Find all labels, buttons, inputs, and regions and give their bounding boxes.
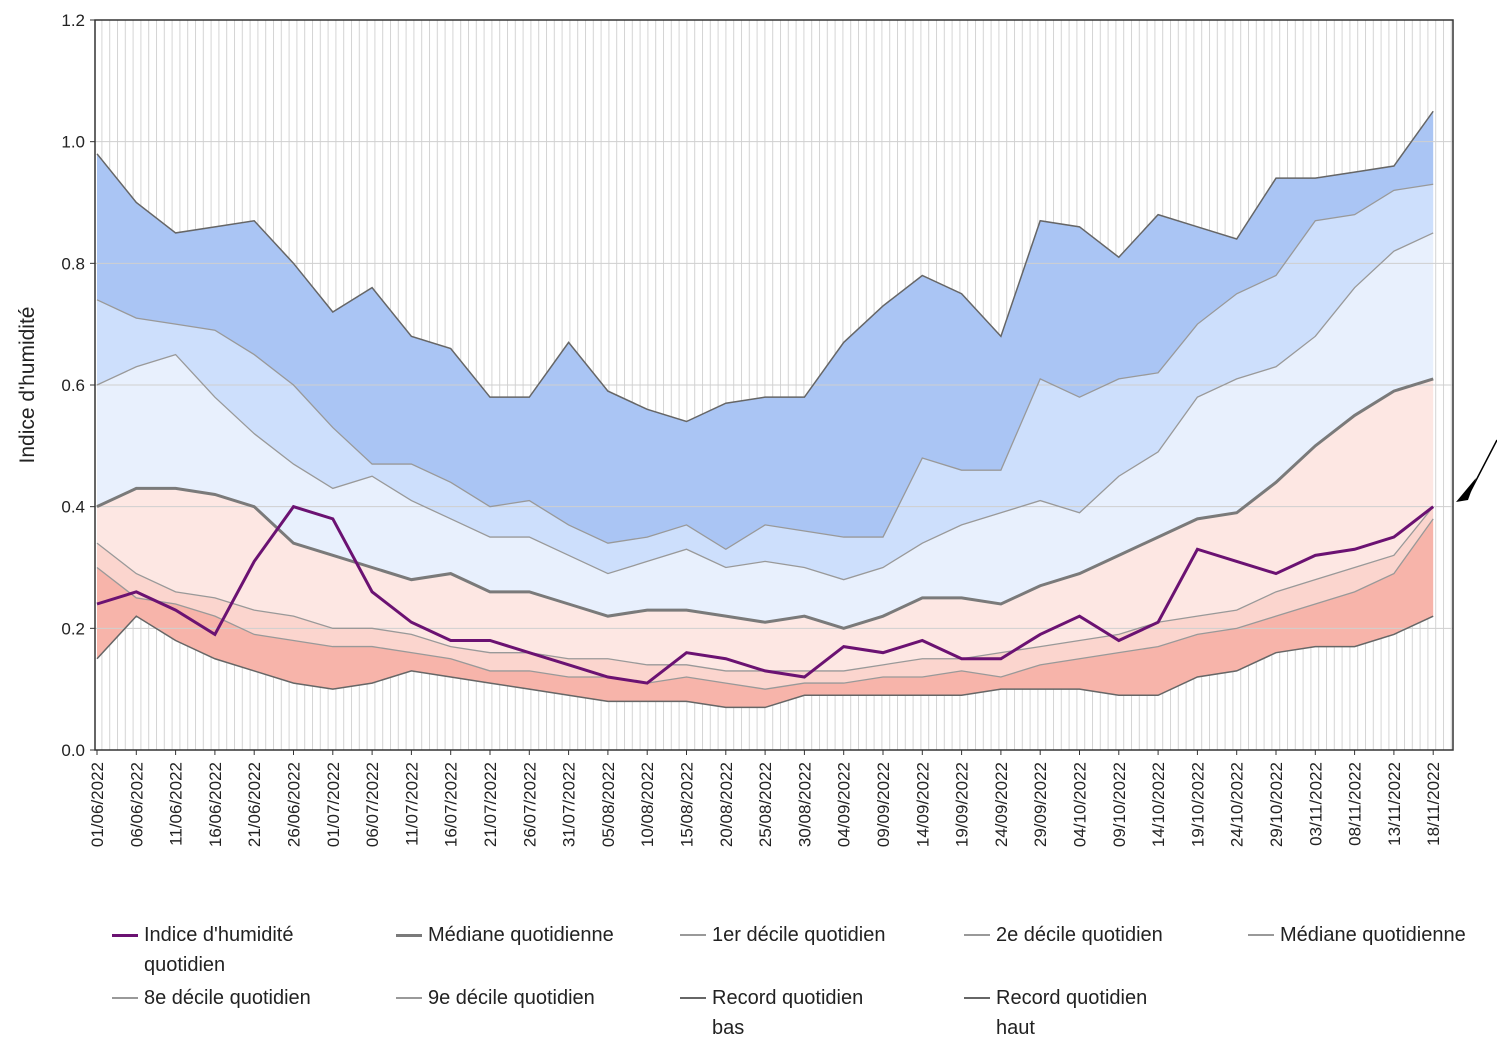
legend-label: Médiane quotidienne [1280,924,1466,946]
x-tick-label: 24/09/2022 [992,762,1011,847]
series-line [96,183,1434,551]
legend-item: Médiane quotidienne [396,920,633,950]
chart: Indice d'humidité 0.0 0.2 0.4 0.6 0.8 1.0 1.2 0… [16,11,1497,847]
x-tick-label: 01/06/2022 [88,762,107,847]
x-tick-label: 19/09/2022 [953,762,972,847]
x-tick-label: 09/10/2022 [1110,762,1129,847]
band-fill [97,232,1434,629]
series-line [96,518,1434,690]
x-tick-label: 24/10/2022 [1228,762,1247,847]
x-tick-label: 04/09/2022 [835,762,854,847]
legend-label: Médiane quotidienne [428,924,614,946]
x-tick-label: 21/07/2022 [481,762,500,847]
legend-label: Indice d'humidité quotidien [144,924,294,976]
band-fill [97,518,1434,708]
x-tick-label: 16/06/2022 [206,762,225,847]
y-tick-label: 0.8 [61,254,85,273]
legend-item: 8e décile quotidien [112,983,349,1013]
series-line [96,377,1434,630]
x-tick-label: 19/10/2022 [1188,762,1207,847]
x-tick-label: 04/10/2022 [1071,762,1090,847]
y-tick-label: 1.0 [61,133,85,152]
legend-swatch [964,997,990,999]
x-tick-label: 25/08/2022 [756,762,775,847]
legend-swatch [680,934,706,936]
x-tick-label: 11/06/2022 [167,762,186,846]
y-axis-label: Indice d'humidité [16,307,39,464]
x-tick-label: 13/11/2022 [1385,762,1404,846]
legend-swatch [112,934,138,937]
legend-item: 9e décile quotidien [396,983,633,1013]
band-fill [97,506,1434,690]
legend-swatch [396,934,422,937]
legend-swatch [112,997,138,999]
legend-swatch [396,997,422,999]
band-fill [97,184,1434,580]
legend-swatch [1248,934,1274,936]
legend-swatch [964,934,990,936]
y-tick-label: 1.2 [61,11,85,30]
x-tick-label: 26/06/2022 [285,762,304,847]
y-tick-label: 0.6 [61,376,85,395]
arrow [1469,439,1497,493]
x-tick-label: 06/07/2022 [363,762,382,847]
y-tick-label: 0.0 [61,741,85,760]
series-line [96,232,1434,581]
legend-label: 2e décile quotidien [996,924,1163,946]
band-fill [97,378,1434,671]
x-tick-label: 06/06/2022 [127,762,146,847]
y-tick-label: 0.2 [61,619,85,638]
series-line [96,615,1434,709]
legend-label: 1er décile quotidien [712,924,886,946]
x-tick-label: 29/09/2022 [1031,762,1050,847]
x-tick-label: 26/07/2022 [520,762,539,847]
x-tick-label: 31/07/2022 [560,762,579,847]
x-tick-label: 29/10/2022 [1267,762,1286,847]
legend-item: Indice d'humidité quotidien [112,920,324,980]
legend-label: 8e décile quotidien [144,987,311,1009]
legend-item: 1er décile quotidien [680,920,917,950]
legend-label: Record quotidien bas [712,987,864,1038]
legend-label: Record quotidien haut [996,987,1148,1038]
legend-item: Médiane quotidienne [1248,920,1485,950]
x-tick-label: 20/08/2022 [717,762,736,847]
x-tick-label: 01/07/2022 [324,762,343,847]
x-tick-label: 14/10/2022 [1149,762,1168,847]
x-tick-label: 30/08/2022 [795,762,814,847]
x-tick-label: 08/11/2022 [1346,762,1365,846]
band-fill [97,111,1434,550]
x-tick-label: 03/11/2022 [1306,762,1325,846]
plot-frame [94,19,1454,751]
y-tick-label: 0.4 [61,498,85,517]
legend-item: 2e décile quotidien [964,920,1201,950]
x-tick-label: 10/08/2022 [638,762,657,847]
x-tick-label: 05/08/2022 [599,762,618,847]
legend-item: Record quotidien bas [680,983,892,1038]
x-tick-label: 14/09/2022 [913,762,932,847]
x-tick-label: 11/07/2022 [402,762,421,846]
x-tick-label: 15/08/2022 [678,762,697,847]
arrow-head [1456,478,1476,502]
x-tick-label: 18/11/2022 [1424,762,1443,846]
x-tick-label: 16/07/2022 [442,762,461,847]
legend-swatch [680,997,706,999]
series-line [96,504,1435,685]
x-tick-label: 09/09/2022 [874,762,893,847]
x-tick-label: 21/06/2022 [245,762,264,847]
legend-item: Record quotidien haut [964,983,1176,1038]
series-line [96,110,1434,423]
legend-label: 9e décile quotidien [428,987,595,1009]
